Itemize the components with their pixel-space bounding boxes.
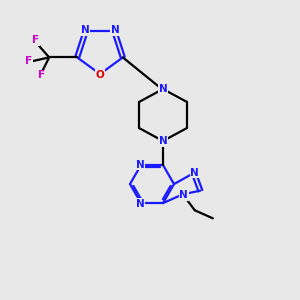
Text: N: N — [111, 25, 119, 35]
Text: F: F — [32, 35, 39, 45]
Text: N: N — [179, 190, 188, 200]
Text: F: F — [25, 56, 32, 66]
Text: N: N — [159, 83, 167, 94]
Text: O: O — [96, 70, 104, 80]
Text: F: F — [38, 70, 45, 80]
Text: N: N — [190, 168, 199, 178]
Text: N: N — [80, 25, 89, 35]
Text: N: N — [136, 160, 144, 170]
Text: N: N — [159, 136, 167, 146]
Text: N: N — [136, 199, 144, 208]
